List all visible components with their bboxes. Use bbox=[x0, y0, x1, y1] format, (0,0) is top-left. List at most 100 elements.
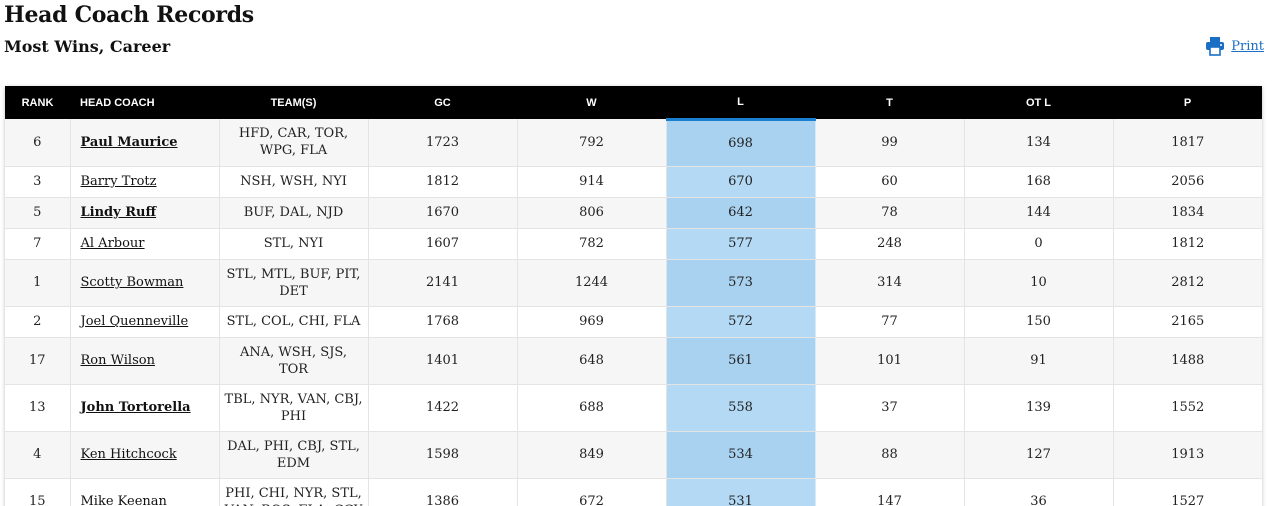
l-cell: 572 bbox=[666, 306, 816, 338]
t-cell: 147 bbox=[815, 478, 965, 506]
gc-cell: 1670 bbox=[368, 197, 518, 229]
w-cell: 806 bbox=[517, 197, 667, 229]
rank-cell: 3 bbox=[5, 166, 71, 198]
teams-cell: HFD, CAR, TOR, WPG, FLA bbox=[219, 119, 369, 167]
rank-cell: 6 bbox=[5, 119, 71, 167]
coach-link[interactable]: Barry Trotz bbox=[80, 174, 157, 189]
w-cell: 648 bbox=[517, 337, 667, 385]
records-table: RANK HEAD COACH TEAM(S) GC W L T OT L P … bbox=[5, 86, 1262, 506]
table-row: 3 Barry Trotz NSH, WSH, NYI 1812 914 670 60 168… bbox=[5, 166, 1262, 198]
otl-cell: 134 bbox=[964, 119, 1114, 167]
p-cell: 1834 bbox=[1113, 197, 1262, 229]
gc-cell: 1598 bbox=[368, 431, 518, 479]
gc-cell: 1401 bbox=[368, 337, 518, 385]
print-button[interactable]: Print bbox=[1205, 36, 1264, 56]
p-cell: 2165 bbox=[1113, 306, 1262, 338]
table-row: 5 Lindy Ruff BUF, DAL, NJD 1670 806 642 78 144 1… bbox=[5, 197, 1262, 229]
otl-cell: 91 bbox=[964, 337, 1114, 385]
w-cell: 782 bbox=[517, 228, 667, 260]
column-header-teams[interactable]: TEAM(S) bbox=[219, 86, 368, 119]
t-cell: 248 bbox=[815, 228, 965, 260]
w-cell: 914 bbox=[517, 166, 667, 198]
gc-cell: 1607 bbox=[368, 228, 518, 260]
otl-cell: 36 bbox=[964, 478, 1114, 506]
coach-cell: Paul Maurice bbox=[70, 119, 220, 167]
table-row: 1 Scotty Bowman STL, MTL, BUF, PIT, DET 214… bbox=[5, 259, 1262, 307]
gc-cell: 1812 bbox=[368, 166, 518, 198]
gc-cell: 1386 bbox=[368, 478, 518, 506]
column-header-w[interactable]: W bbox=[517, 86, 666, 119]
p-cell: 2812 bbox=[1113, 259, 1262, 307]
p-cell: 1913 bbox=[1113, 431, 1262, 479]
column-header-head-coach[interactable]: HEAD COACH bbox=[70, 86, 219, 119]
table-row: 15 Mike Keenan PHI, CHI, NYR, STL, VAN, BO… bbox=[5, 478, 1262, 506]
table-row: 7 Al Arbour STL, NYI 1607 782 577 248 0 1812 bbox=[5, 228, 1262, 260]
coach-link[interactable]: Al Arbour bbox=[80, 236, 145, 251]
table-row: 2 Joel Quenneville STL, COL, CHI, FLA 1768 9… bbox=[5, 306, 1262, 338]
teams-cell: DAL, PHI, CBJ, STL, EDM bbox=[219, 431, 369, 479]
coach-cell: Scotty Bowman bbox=[70, 259, 220, 307]
coach-link[interactable]: Scotty Bowman bbox=[80, 275, 184, 290]
teams-cell: STL, NYI bbox=[219, 228, 369, 260]
otl-cell: 10 bbox=[964, 259, 1114, 307]
coach-cell: Joel Quenneville bbox=[70, 306, 220, 338]
teams-cell: TBL, NYR, VAN, CBJ, PHI bbox=[219, 384, 369, 432]
column-header-p[interactable]: P bbox=[1113, 86, 1262, 119]
teams-cell: ANA, WSH, SJS, TOR bbox=[219, 337, 369, 385]
otl-cell: 127 bbox=[964, 431, 1114, 479]
records-table-container: RANK HEAD COACH TEAM(S) GC W L T OT L P … bbox=[5, 86, 1262, 506]
table-row: 6 Paul Maurice HFD, CAR, TOR, WPG, FLA 1723… bbox=[5, 119, 1262, 167]
rank-cell: 4 bbox=[5, 431, 71, 479]
column-header-rank[interactable]: RANK bbox=[5, 86, 70, 119]
w-cell: 792 bbox=[517, 119, 667, 167]
rank-cell: 13 bbox=[5, 384, 71, 432]
gc-cell: 2141 bbox=[368, 259, 518, 307]
coach-link[interactable]: Ron Wilson bbox=[80, 353, 155, 368]
printer-icon bbox=[1205, 36, 1225, 56]
l-cell: 561 bbox=[666, 337, 816, 385]
coach-link[interactable]: Ken Hitchcock bbox=[80, 447, 177, 462]
table-body: 6 Paul Maurice HFD, CAR, TOR, WPG, FLA 172 3… bbox=[5, 119, 1262, 506]
column-header-otl[interactable]: OT L bbox=[964, 86, 1113, 119]
w-cell: 1244 bbox=[517, 259, 667, 307]
l-cell: 558 bbox=[666, 384, 816, 432]
l-cell: 642 bbox=[666, 197, 816, 229]
t-cell: 99 bbox=[815, 119, 965, 167]
column-header-t[interactable]: T bbox=[815, 86, 964, 119]
teams-cell: STL, COL, CHI, FLA bbox=[219, 306, 369, 338]
table-row: 17 Ron Wilson ANA, WSH, SJS, TOR 1401 648 561… bbox=[5, 337, 1262, 385]
l-cell: 670 bbox=[666, 166, 816, 198]
coach-link[interactable]: John Tortorella bbox=[80, 400, 191, 415]
p-cell: 2056 bbox=[1113, 166, 1262, 198]
p-cell: 1817 bbox=[1113, 119, 1262, 167]
coach-link[interactable]: Lindy Ruff bbox=[80, 205, 157, 220]
coach-link[interactable]: Mike Keenan bbox=[80, 494, 167, 506]
p-cell: 1552 bbox=[1113, 384, 1262, 432]
coach-link[interactable]: Joel Quenneville bbox=[80, 314, 189, 329]
otl-cell: 139 bbox=[964, 384, 1114, 432]
l-cell: 577 bbox=[666, 228, 816, 260]
table-header-row: RANK HEAD COACH TEAM(S) GC W L T OT L P bbox=[5, 86, 1262, 121]
t-cell: 101 bbox=[815, 337, 965, 385]
t-cell: 37 bbox=[815, 384, 965, 432]
coach-cell: Al Arbour bbox=[70, 228, 220, 260]
w-cell: 849 bbox=[517, 431, 667, 479]
t-cell: 314 bbox=[815, 259, 965, 307]
l-cell: 698 bbox=[666, 119, 816, 167]
t-cell: 88 bbox=[815, 431, 965, 479]
coach-cell: Barry Trotz bbox=[70, 166, 220, 198]
page-title: Head Coach Records bbox=[4, 2, 254, 28]
gc-cell: 1768 bbox=[368, 306, 518, 338]
coach-link[interactable]: Paul Maurice bbox=[80, 134, 178, 150]
teams-cell: BUF, DAL, NJD bbox=[219, 197, 369, 229]
rank-cell: 2 bbox=[5, 306, 71, 338]
w-cell: 688 bbox=[517, 384, 667, 432]
page-subtitle: Most Wins, Career bbox=[4, 37, 171, 56]
rank-cell: 17 bbox=[5, 337, 71, 385]
teams-cell: NSH, WSH, NYI bbox=[219, 166, 369, 198]
column-header-l[interactable]: L bbox=[666, 86, 815, 121]
coach-cell: Ken Hitchcock bbox=[70, 431, 220, 479]
w-cell: 969 bbox=[517, 306, 667, 338]
column-header-gc[interactable]: GC bbox=[368, 86, 517, 119]
teams-cell: PHI, CHI, NYR, STL, VAN, BOS, FLA, CGY bbox=[219, 478, 369, 506]
